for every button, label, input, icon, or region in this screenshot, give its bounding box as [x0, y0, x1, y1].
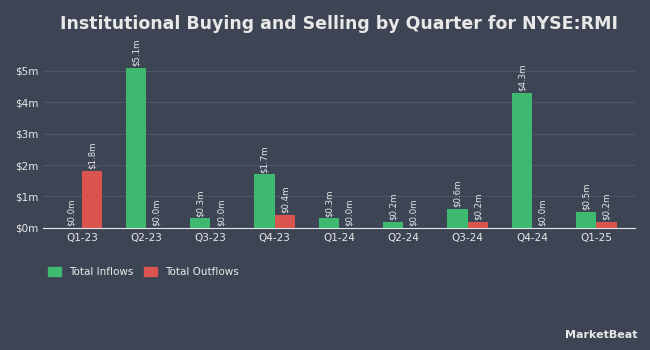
Text: $0.2m: $0.2m — [602, 192, 611, 220]
Bar — [576, 212, 597, 228]
Text: $0.3m: $0.3m — [324, 189, 333, 217]
Bar — [275, 215, 295, 228]
Text: $0.0m: $0.0m — [345, 198, 354, 226]
Text: $0.0m: $0.0m — [538, 198, 547, 226]
Text: $1.7m: $1.7m — [260, 145, 269, 173]
Bar — [597, 222, 617, 228]
Text: $0.5m: $0.5m — [582, 183, 591, 210]
Text: $0.4m: $0.4m — [281, 186, 290, 214]
Text: $4.3m: $4.3m — [517, 63, 526, 91]
Bar — [447, 209, 468, 228]
Text: $0.3m: $0.3m — [196, 189, 205, 217]
Text: $0.6m: $0.6m — [453, 180, 462, 207]
Legend: Total Inflows, Total Outflows: Total Inflows, Total Outflows — [49, 267, 239, 277]
Text: $0.0m: $0.0m — [152, 198, 161, 226]
Bar — [318, 218, 339, 228]
Text: $0.2m: $0.2m — [389, 192, 398, 220]
Bar — [383, 222, 404, 228]
Text: $0.2m: $0.2m — [474, 192, 482, 220]
Bar — [190, 218, 211, 228]
Bar — [125, 68, 146, 228]
Bar — [254, 174, 275, 228]
Text: $0.0m: $0.0m — [216, 198, 226, 226]
Text: $0.0m: $0.0m — [410, 198, 418, 226]
Bar — [468, 222, 488, 228]
Text: $1.8m: $1.8m — [88, 142, 97, 169]
Text: MarketBeat: MarketBeat — [564, 329, 637, 340]
Bar — [512, 93, 532, 228]
Bar — [82, 171, 103, 228]
Text: $0.0m: $0.0m — [67, 198, 76, 226]
Title: Institutional Buying and Selling by Quarter for NYSE:RMI: Institutional Buying and Selling by Quar… — [60, 15, 618, 33]
Text: $5.1m: $5.1m — [131, 38, 140, 66]
